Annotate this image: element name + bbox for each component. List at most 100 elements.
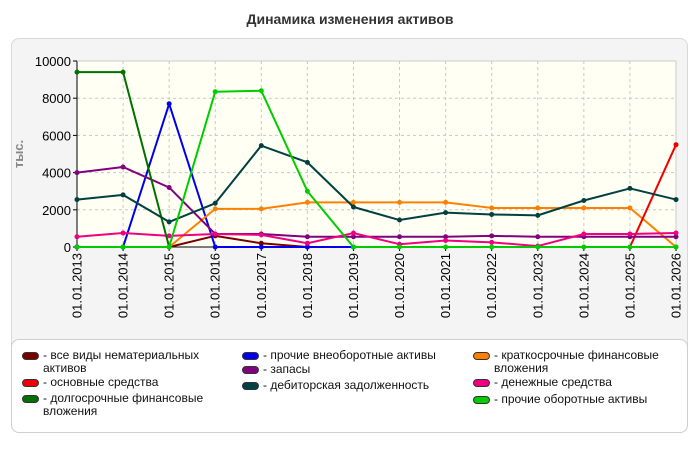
data-point <box>535 212 541 218</box>
data-point <box>212 200 218 206</box>
legend-item: - прочие оборотные активы <box>473 393 678 406</box>
x-tick-label: 01.01.2015 <box>162 253 177 318</box>
legend-swatch <box>22 379 39 387</box>
legend-label: - долгосрочные финансовые вложения <box>43 391 204 418</box>
x-tick-label: 01.01.2021 <box>438 253 453 318</box>
data-point <box>304 240 310 246</box>
data-point <box>627 185 633 191</box>
x-tick-label: 01.01.2014 <box>116 253 131 318</box>
data-point <box>166 233 172 239</box>
data-point <box>489 205 495 211</box>
legend-label: - дебиторская задолженность <box>263 378 430 392</box>
data-point <box>166 219 172 225</box>
data-point <box>212 89 218 95</box>
data-point <box>673 197 679 203</box>
data-point <box>535 205 541 211</box>
data-point <box>581 198 587 203</box>
legend-swatch <box>473 352 490 360</box>
data-point <box>581 244 587 250</box>
legend-swatch <box>22 395 39 403</box>
data-point <box>350 204 356 210</box>
data-point <box>120 192 126 198</box>
x-tick-label: 01.01.2017 <box>254 253 269 318</box>
legend-item: - запасы <box>242 363 467 376</box>
data-point <box>212 244 218 250</box>
data-point <box>489 239 495 245</box>
y-axis-label: тыс. <box>11 140 26 168</box>
series-line <box>76 232 677 248</box>
data-point <box>74 197 80 203</box>
data-point <box>74 234 80 240</box>
y-tick-label: 4000 <box>42 166 71 181</box>
data-point <box>350 199 356 205</box>
data-point <box>350 230 356 236</box>
series-line <box>168 201 677 248</box>
data-point <box>258 244 264 250</box>
y-tick-label: 6000 <box>42 128 71 143</box>
data-point <box>627 231 633 237</box>
legend: - все виды нематериальных активов - прочи… <box>11 339 688 433</box>
x-tick-label: 01.01.2022 <box>484 253 499 318</box>
data-point <box>120 244 126 250</box>
data-point <box>673 142 679 148</box>
data-point <box>397 244 403 250</box>
x-tick-label: 01.01.2019 <box>346 253 361 318</box>
data-point <box>489 244 495 250</box>
x-tick-label: 01.01.2016 <box>208 253 223 318</box>
x-tick-label: 01.01.2024 <box>576 253 591 318</box>
data-point <box>258 143 264 149</box>
x-tick-label: 01.01.2026 <box>669 253 684 318</box>
series-line <box>629 144 677 248</box>
y-tick-label: 8000 <box>42 91 71 106</box>
data-point <box>443 237 449 243</box>
data-point <box>166 184 172 190</box>
legend-item: - денежные средства <box>473 376 678 389</box>
legend-item: - долгосрочные финансовые вложения <box>22 392 232 418</box>
data-point <box>443 210 449 216</box>
data-point <box>258 232 264 238</box>
data-point <box>258 206 264 212</box>
data-point <box>74 244 80 250</box>
data-point <box>443 244 449 250</box>
data-point <box>120 164 126 170</box>
y-tick-label: 2000 <box>42 203 71 218</box>
data-point <box>120 230 126 236</box>
y-tick-label: 0 <box>64 240 71 255</box>
x-tick-label: 01.01.2025 <box>622 253 637 318</box>
series-line <box>77 89 676 248</box>
data-point <box>212 231 218 237</box>
legend-label: - прочие внеоборотные активы <box>263 348 436 362</box>
legend-label: - все виды нематериальных активов <box>43 348 200 375</box>
plot-background <box>77 61 676 247</box>
data-point <box>489 211 495 217</box>
data-point <box>304 199 310 205</box>
data-point <box>673 230 679 236</box>
data-point <box>212 206 218 212</box>
data-point <box>443 199 449 205</box>
legend-swatch <box>242 366 259 374</box>
legend-label: - прочие оборотные активы <box>494 392 648 406</box>
data-point <box>581 205 587 211</box>
data-point <box>581 231 587 237</box>
data-point <box>74 170 80 176</box>
data-point <box>304 159 310 165</box>
data-point <box>489 233 495 239</box>
x-tick-label: 01.01.2013 <box>70 253 85 318</box>
data-point <box>120 69 126 75</box>
legend-swatch <box>22 352 39 360</box>
legend-label: - краткосрочные финансовые вложения <box>494 348 659 375</box>
legend-swatch <box>473 379 490 387</box>
legend-label: - основные средства <box>43 375 159 389</box>
chart-title: Динамика изменения активов <box>246 11 454 27</box>
data-point <box>258 88 264 94</box>
legend-swatch <box>242 382 259 390</box>
data-point <box>397 199 403 205</box>
data-point <box>535 234 541 240</box>
data-point <box>74 69 80 75</box>
data-point <box>397 217 403 223</box>
data-point <box>627 205 633 211</box>
data-point <box>397 234 403 240</box>
legend-item: - все виды нематериальных активов <box>22 349 222 375</box>
data-point <box>304 234 310 240</box>
x-tick-label: 01.01.2020 <box>392 253 407 318</box>
